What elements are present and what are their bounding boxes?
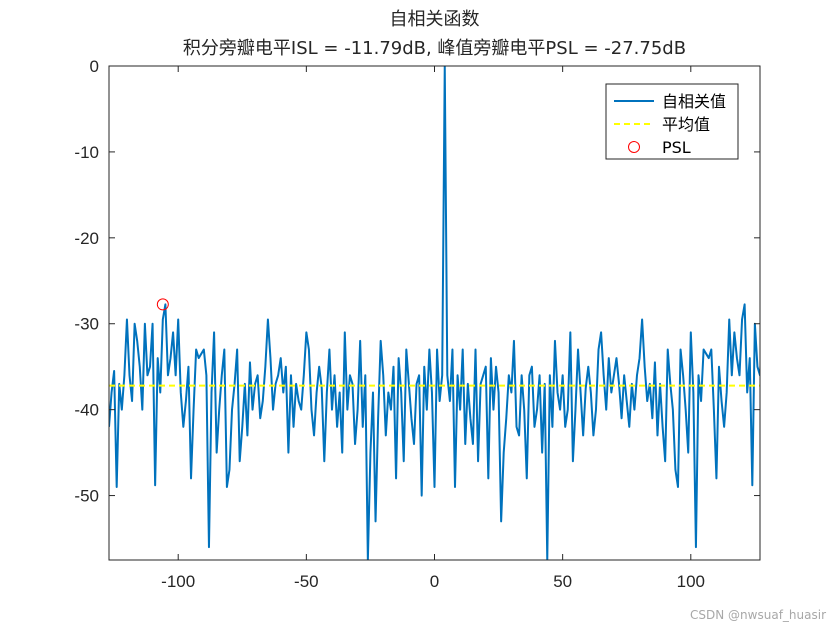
y-tick-label: -10 bbox=[74, 143, 99, 162]
x-tick-label: 0 bbox=[430, 572, 439, 591]
watermark: CSDN @nwsuaf_huasir bbox=[690, 608, 826, 622]
legend-marker-psl bbox=[628, 141, 640, 153]
y-tick-label: 0 bbox=[90, 57, 99, 76]
legend-box bbox=[605, 83, 739, 160]
ticks-layer: -100 -50 0 50 100 0 -10 -20 -30 -40 -50 bbox=[74, 57, 760, 591]
psl-marker bbox=[156, 298, 169, 311]
y-tick-label: -30 bbox=[74, 315, 99, 334]
y-tick-label: -50 bbox=[74, 487, 99, 506]
legend-label-mean: 平均值 bbox=[662, 115, 710, 134]
legend-label-autocorr: 自相关值 bbox=[662, 92, 726, 111]
series-autocorr-line bbox=[109, 66, 760, 560]
x-tick-label: 50 bbox=[553, 572, 572, 591]
chart-subtitle: 积分旁瓣电平ISL = -11.79dB, 峰值旁瓣电平PSL = -27.75… bbox=[183, 38, 686, 59]
legend: 自相关值 平均值 PSL bbox=[605, 83, 739, 160]
chart-title: 自相关函数 bbox=[390, 9, 480, 30]
series-layer bbox=[109, 66, 760, 560]
x-tick-label: -50 bbox=[294, 572, 319, 591]
y-tick-label: -20 bbox=[74, 229, 99, 248]
x-tick-label: 100 bbox=[677, 572, 705, 591]
legend-label-psl: PSL bbox=[662, 138, 691, 157]
y-tick-label: -40 bbox=[74, 401, 99, 420]
x-tick-label: -100 bbox=[161, 572, 195, 591]
